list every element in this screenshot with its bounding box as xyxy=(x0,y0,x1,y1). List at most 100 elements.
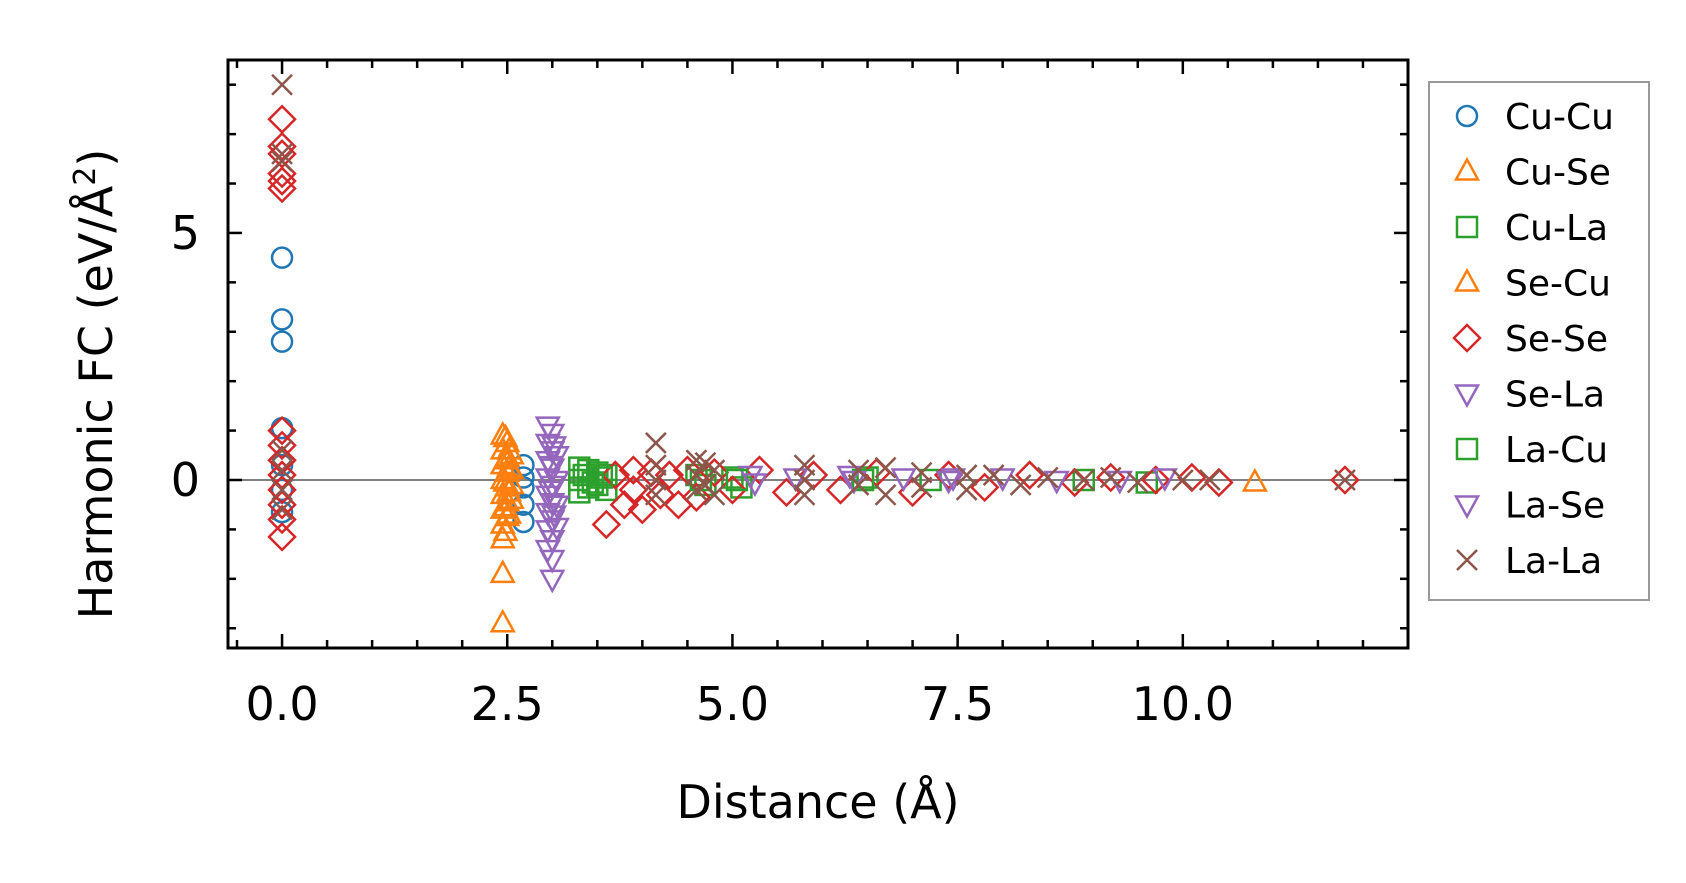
data-point xyxy=(874,456,897,479)
data-point xyxy=(741,473,769,498)
data-point xyxy=(644,432,667,454)
data-point xyxy=(910,476,933,499)
y-axis-title: Harmonic FC (eV/Å2) xyxy=(68,149,124,620)
y-axis-title-superscript: 2 xyxy=(68,167,103,186)
legend-marker xyxy=(1455,104,1479,128)
x-tick-label: 10.0 xyxy=(1132,677,1234,731)
data-point xyxy=(1198,469,1221,491)
data-point xyxy=(267,166,297,196)
series-la-se xyxy=(537,436,967,530)
data-point xyxy=(267,415,297,446)
x-tick-label: 2.5 xyxy=(471,677,544,731)
data-point xyxy=(489,608,516,633)
data-point xyxy=(271,150,293,173)
data-point xyxy=(270,330,294,353)
data-point xyxy=(618,455,649,485)
data-point xyxy=(1014,460,1045,490)
data-point xyxy=(1151,468,1178,493)
data-point xyxy=(1072,469,1095,491)
data-point xyxy=(1009,474,1032,496)
data-points-layer xyxy=(267,73,1360,633)
data-point xyxy=(539,569,566,594)
legend: Cu-Cu Cu-Se Cu-La Se-Cu Se-Se Se-La La-Cu La-Se… xyxy=(1428,81,1650,601)
data-point xyxy=(271,439,293,462)
y-tick-label: 0 xyxy=(171,453,200,507)
legend-marker xyxy=(1453,495,1481,520)
data-point xyxy=(489,559,516,584)
data-point xyxy=(703,459,726,482)
x-tick-label: 7.5 xyxy=(921,677,994,731)
data-point xyxy=(270,478,294,502)
data-point xyxy=(955,478,978,501)
data-point xyxy=(492,467,519,492)
legend-label: La-Se xyxy=(1505,486,1605,527)
data-point xyxy=(271,478,293,501)
data-point xyxy=(1036,466,1059,489)
legend-entry-se-la: Se-La xyxy=(1453,375,1605,416)
data-point xyxy=(539,492,566,517)
legend-marker xyxy=(1453,267,1481,292)
data-point xyxy=(591,509,622,540)
data-point xyxy=(600,460,631,490)
data-point xyxy=(267,460,297,490)
data-point xyxy=(267,504,297,535)
legend-entry-la-se: La-Se xyxy=(1453,486,1605,527)
data-point xyxy=(267,173,297,204)
legend-marker xyxy=(1453,156,1481,181)
legend-entry-la-cu: La-Cu xyxy=(1455,430,1608,471)
data-point xyxy=(1141,465,1171,495)
legend-entries: Cu-Cu Cu-Se Cu-La Se-Cu Se-Se Se-La La-Cu La-Se… xyxy=(1452,97,1614,582)
data-point xyxy=(836,465,863,490)
data-point xyxy=(847,474,870,496)
data-point xyxy=(1126,471,1149,494)
data-point xyxy=(840,470,868,495)
data-point xyxy=(271,73,293,96)
data-point xyxy=(627,494,658,525)
data-point xyxy=(982,464,1005,486)
data-point xyxy=(271,498,293,521)
x-tick-label: 5.0 xyxy=(696,677,769,731)
data-point xyxy=(874,483,897,506)
data-point xyxy=(270,246,294,269)
data-point xyxy=(1330,465,1360,495)
data-point xyxy=(609,489,640,520)
data-point xyxy=(935,470,962,495)
legend-label: Se-La xyxy=(1505,375,1605,416)
x-axis-title: Distance (Å) xyxy=(676,775,959,829)
data-point xyxy=(267,445,297,476)
legend-label: Cu-Se xyxy=(1505,153,1611,194)
x-tick-label: 0.0 xyxy=(245,677,318,731)
data-point xyxy=(271,459,293,482)
data-point xyxy=(540,436,568,461)
legend-marker xyxy=(1456,549,1478,571)
data-point xyxy=(512,493,535,516)
data-point xyxy=(543,517,570,542)
data-point xyxy=(539,549,566,574)
series-la-la xyxy=(271,73,1356,521)
legend-entry-cu-la: Cu-La xyxy=(1455,208,1608,249)
legend-label: Se-Se xyxy=(1505,319,1608,360)
data-point xyxy=(644,483,667,506)
y-axis-title-close: ) xyxy=(69,149,123,167)
data-point xyxy=(744,455,775,485)
legend-label: Se-Cu xyxy=(1505,264,1611,305)
legend-label: Cu-La xyxy=(1505,208,1608,249)
data-point xyxy=(495,453,523,477)
legend-entry-cu-cu: Cu-Cu xyxy=(1455,97,1614,138)
data-point xyxy=(618,475,649,505)
data-point xyxy=(271,142,293,165)
legend-label: La-Cu xyxy=(1505,430,1608,471)
data-point xyxy=(1099,466,1122,489)
data-point xyxy=(1171,469,1194,491)
legend-entry-la-la: La-La xyxy=(1456,541,1602,582)
legend-marker xyxy=(1453,384,1481,409)
data-point xyxy=(793,483,816,506)
data-point xyxy=(681,482,712,513)
legend-label: Cu-Cu xyxy=(1505,97,1614,138)
data-point xyxy=(590,466,614,489)
data-point xyxy=(890,468,917,493)
data-point xyxy=(540,505,568,530)
data-point xyxy=(1241,467,1268,492)
data-point xyxy=(940,468,967,493)
legend-marker xyxy=(1455,215,1479,239)
